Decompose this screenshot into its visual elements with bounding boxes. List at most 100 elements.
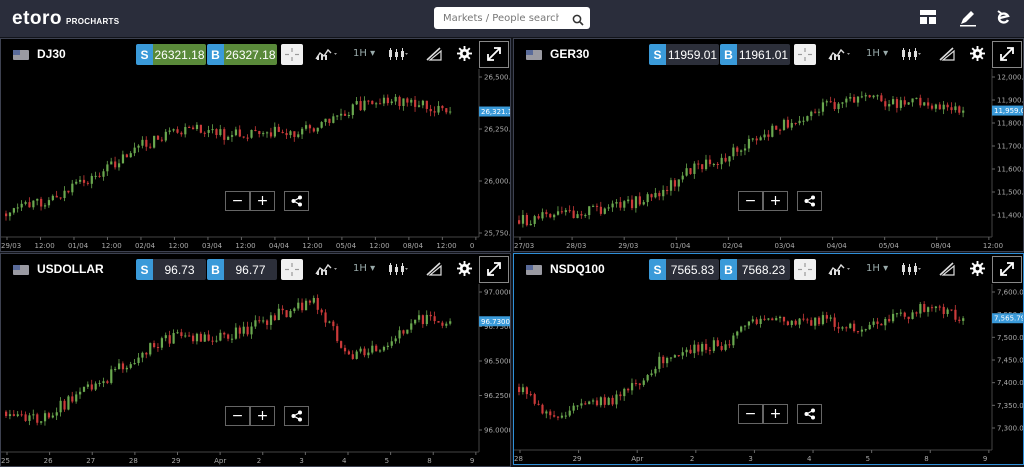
candle-body bbox=[191, 127, 195, 130]
candle-body bbox=[63, 190, 66, 199]
candle-body bbox=[743, 148, 747, 151]
zoom-out-button[interactable]: − bbox=[225, 406, 250, 426]
timeframe-label: 1H bbox=[353, 48, 367, 59]
instrument-symbol[interactable]: NSDQ100 bbox=[550, 262, 605, 276]
candle-body bbox=[176, 332, 179, 334]
zoom-in-button[interactable]: + bbox=[250, 406, 275, 426]
expand-button[interactable] bbox=[992, 256, 1022, 283]
candle-body bbox=[141, 139, 144, 146]
gear-icon[interactable] bbox=[457, 46, 472, 64]
candle-body bbox=[790, 320, 793, 325]
candle-body bbox=[398, 330, 401, 339]
chart-panel-dj30[interactable]: DJ30 S 26321.18 B 26327.18 1H ▾ 26,500.0… bbox=[0, 38, 511, 252]
edit-icon[interactable] bbox=[958, 8, 978, 32]
zoom-in-button[interactable]: + bbox=[250, 191, 275, 211]
candle-body bbox=[262, 133, 265, 135]
chart-panel-ger30[interactable]: GER30 S 11959.01 B 11961.01 1H ▾ 12,000.… bbox=[513, 38, 1024, 252]
candle-body bbox=[106, 381, 109, 383]
sell-label: S bbox=[649, 259, 666, 280]
instrument-symbol[interactable]: GER30 bbox=[550, 47, 590, 61]
sell-price-button[interactable]: S 26321.18 bbox=[136, 44, 206, 65]
candle-body bbox=[285, 310, 288, 318]
share-button[interactable] bbox=[284, 406, 309, 426]
candle-body bbox=[868, 95, 871, 98]
candlestick-icon[interactable] bbox=[900, 47, 922, 64]
candle-body bbox=[880, 323, 883, 326]
candle-body bbox=[445, 108, 448, 113]
gear-icon[interactable] bbox=[970, 46, 985, 64]
candle-body bbox=[375, 345, 378, 352]
indicators-icon[interactable] bbox=[828, 262, 852, 279]
expand-button[interactable] bbox=[992, 41, 1022, 68]
zoom-out-button[interactable]: − bbox=[738, 404, 763, 424]
share-button[interactable] bbox=[797, 404, 822, 424]
expand-button[interactable] bbox=[479, 41, 509, 68]
zoom-out-button[interactable]: − bbox=[225, 191, 250, 211]
candle-body bbox=[168, 130, 171, 132]
zoom-in-button[interactable]: + bbox=[763, 404, 788, 424]
candle-body bbox=[359, 101, 362, 111]
candlestick-icon[interactable] bbox=[387, 47, 409, 64]
sell-price-button[interactable]: S 11959.01 bbox=[649, 44, 719, 65]
buy-price-button[interactable]: B 11961.01 bbox=[720, 44, 790, 65]
drawing-tools-icon[interactable] bbox=[939, 47, 955, 64]
candle-body bbox=[55, 195, 58, 198]
layout-icon[interactable] bbox=[919, 8, 937, 30]
search-input[interactable] bbox=[434, 12, 559, 24]
current-price-tag bbox=[479, 316, 510, 327]
candle-body bbox=[215, 129, 218, 136]
gear-icon[interactable] bbox=[457, 261, 472, 279]
zoom-out-button[interactable]: − bbox=[738, 191, 763, 211]
candle-body bbox=[560, 415, 564, 418]
indicators-icon[interactable] bbox=[828, 47, 852, 64]
instrument-symbol[interactable]: DJ30 bbox=[37, 47, 66, 61]
expand-button[interactable] bbox=[479, 256, 509, 283]
etoro-logo[interactable]: etoro PROCHARTS bbox=[12, 8, 119, 30]
x-tick-label: 12:00 bbox=[983, 242, 1003, 250]
candle-body bbox=[43, 205, 47, 207]
candlestick-icon[interactable] bbox=[387, 262, 409, 279]
sell-price-button[interactable]: S 7565.83 bbox=[649, 259, 719, 280]
candle-body bbox=[86, 384, 90, 387]
y-tick-label: 96.2500 bbox=[484, 392, 511, 400]
candlestick-chart[interactable]: 26,500.00 26,250.00 26,000.00 25,750.00 29/0… bbox=[1, 69, 511, 251]
indicators-icon[interactable] bbox=[315, 47, 339, 64]
instrument-symbol[interactable]: USDOLLAR bbox=[37, 262, 104, 276]
zoom-in-button[interactable]: + bbox=[763, 191, 788, 211]
drawing-tools-icon[interactable] bbox=[939, 262, 955, 279]
candle-body bbox=[556, 416, 560, 418]
candle-body bbox=[102, 381, 105, 384]
crosshair-button[interactable] bbox=[281, 259, 303, 280]
sell-price-button[interactable]: S 96.73 bbox=[136, 259, 206, 280]
crosshair-button[interactable] bbox=[794, 44, 816, 65]
crosshair-button[interactable] bbox=[281, 44, 303, 65]
buy-price-button[interactable]: B 96.77 bbox=[207, 259, 277, 280]
drawing-tools-icon[interactable] bbox=[426, 47, 442, 64]
chart-panel-nsdq100[interactable]: NSDQ100 S 7565.83 B 7568.23 1H ▾ 7,600.0… bbox=[513, 253, 1024, 465]
candle-body bbox=[75, 394, 78, 402]
candlestick-chart[interactable]: 12,000.0 11,900.0 11,800.0 11,700.0 11,600.0… bbox=[514, 69, 1024, 251]
buy-price-button[interactable]: B 7568.23 bbox=[720, 259, 790, 280]
timeframe-dropdown[interactable]: 1H ▾ bbox=[353, 48, 376, 59]
timeframe-dropdown[interactable]: 1H ▾ bbox=[353, 263, 376, 274]
candle-body bbox=[549, 214, 552, 218]
etoro-e-icon[interactable] bbox=[994, 8, 1014, 32]
timeframe-dropdown[interactable]: 1H ▾ bbox=[866, 48, 889, 59]
candle-body bbox=[211, 129, 214, 131]
candlestick-icon[interactable] bbox=[900, 262, 922, 279]
drawing-tools-icon[interactable] bbox=[426, 262, 442, 279]
share-button[interactable] bbox=[284, 191, 309, 211]
indicators-icon[interactable] bbox=[315, 262, 339, 279]
candlestick-chart[interactable]: 7,600.007,550.007,500.007,450.007,400.00… bbox=[514, 284, 1024, 464]
crosshair-button[interactable] bbox=[794, 259, 816, 280]
chart-panel-usdollar[interactable]: USDOLLAR S 96.73 B 96.77 1H ▾ 97.0000 96.… bbox=[0, 253, 511, 467]
sell-price: 7565.83 bbox=[666, 259, 719, 280]
candle-body bbox=[607, 207, 610, 209]
search-box[interactable] bbox=[434, 7, 590, 29]
share-button[interactable] bbox=[797, 191, 822, 211]
timeframe-dropdown[interactable]: 1H ▾ bbox=[866, 263, 889, 274]
gear-icon[interactable] bbox=[970, 261, 985, 279]
search-icon[interactable] bbox=[572, 11, 584, 30]
buy-price-button[interactable]: B 26327.18 bbox=[207, 44, 277, 65]
